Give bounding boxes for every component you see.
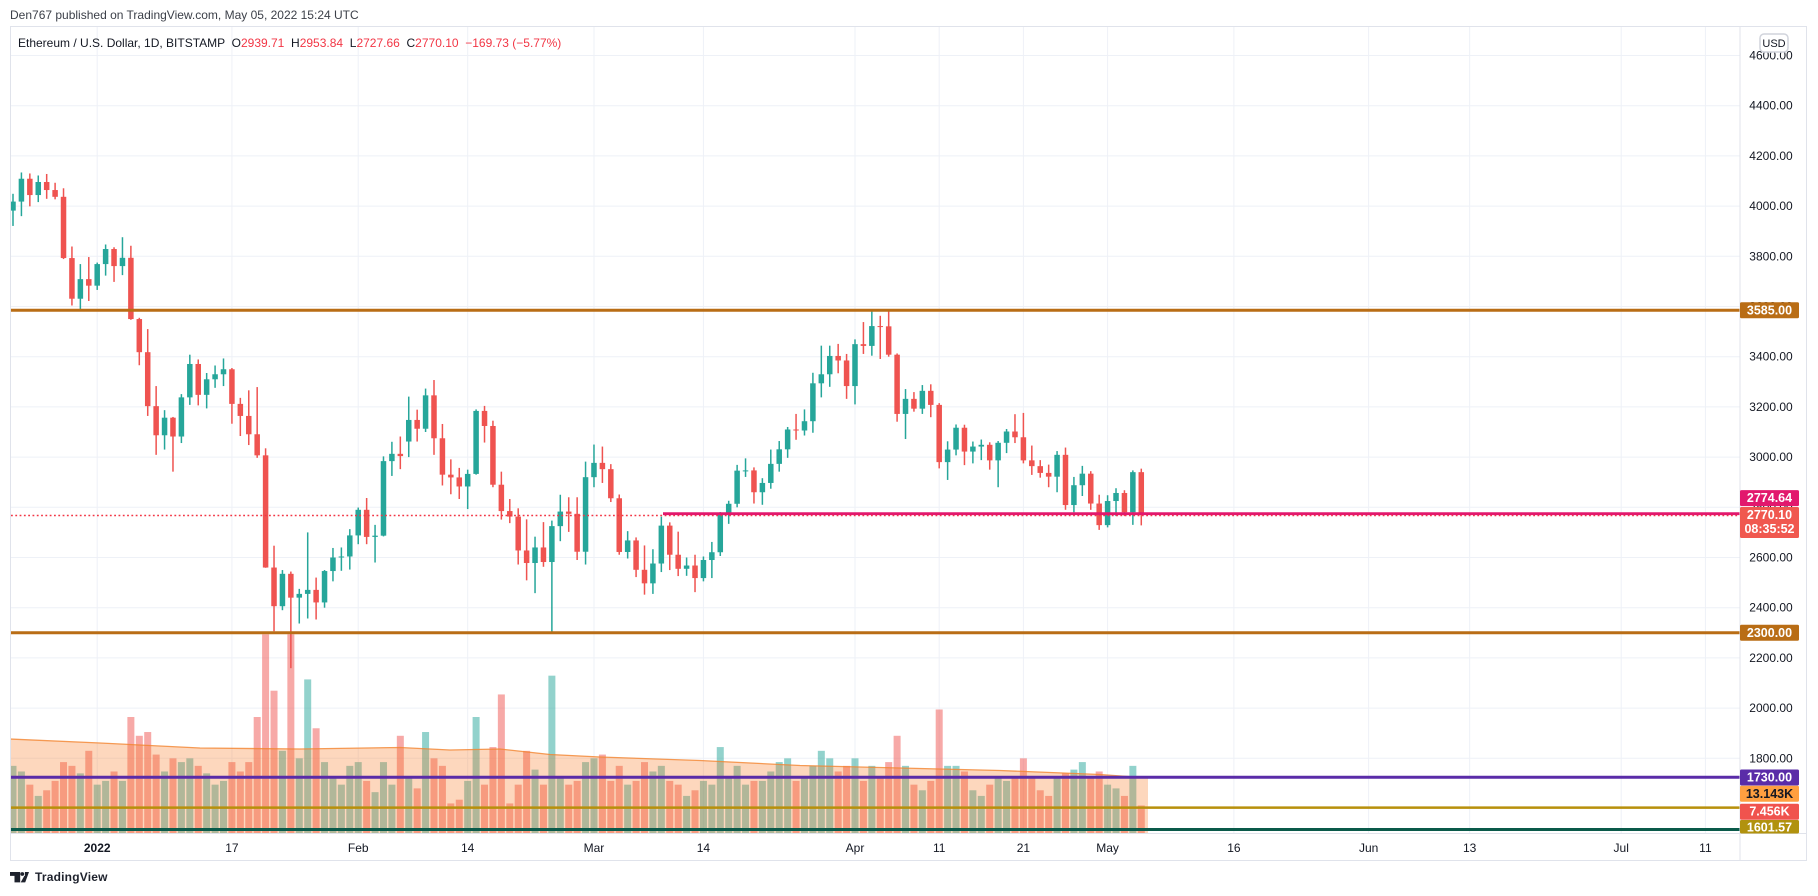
- svg-text:Feb: Feb: [348, 841, 369, 855]
- svg-text:USD: USD: [1762, 38, 1785, 50]
- svg-text:1601.57: 1601.57: [1747, 821, 1792, 835]
- svg-text:3200.00: 3200.00: [1749, 400, 1793, 414]
- svg-text:2400.00: 2400.00: [1749, 601, 1793, 615]
- svg-text:Apr: Apr: [846, 841, 865, 855]
- svg-text:14: 14: [461, 841, 475, 855]
- svg-text:4200.00: 4200.00: [1749, 149, 1793, 163]
- svg-text:1800.00: 1800.00: [1749, 751, 1793, 765]
- svg-text:3400.00: 3400.00: [1749, 350, 1793, 364]
- svg-text:1730.00: 1730.00: [1747, 771, 1792, 785]
- svg-text:13: 13: [1463, 841, 1477, 855]
- svg-text:11: 11: [1699, 841, 1712, 855]
- svg-text:13.143K: 13.143K: [1746, 787, 1793, 801]
- svg-text:4000.00: 4000.00: [1749, 199, 1793, 213]
- svg-text:3585.00: 3585.00: [1747, 303, 1792, 317]
- svg-text:4400.00: 4400.00: [1749, 99, 1793, 113]
- svg-text:3800.00: 3800.00: [1749, 249, 1793, 263]
- svg-text:14: 14: [697, 841, 711, 855]
- svg-text:May: May: [1096, 841, 1119, 855]
- svg-text:11: 11: [933, 841, 946, 855]
- svg-text:2770.10: 2770.10: [1747, 508, 1792, 522]
- svg-text:2000.00: 2000.00: [1749, 701, 1793, 715]
- svg-text:Jun: Jun: [1359, 841, 1378, 855]
- svg-text:17: 17: [225, 841, 239, 855]
- svg-text:2600.00: 2600.00: [1749, 551, 1793, 565]
- svg-text:2022: 2022: [84, 841, 111, 855]
- svg-text:2300.00: 2300.00: [1747, 626, 1792, 640]
- svg-text:Mar: Mar: [584, 841, 605, 855]
- svg-text:3000.00: 3000.00: [1749, 450, 1793, 464]
- svg-text:2200.00: 2200.00: [1749, 651, 1793, 665]
- svg-text:21: 21: [1017, 841, 1031, 855]
- svg-text:7.456K: 7.456K: [1749, 805, 1789, 819]
- svg-text:08:35:52: 08:35:52: [1744, 522, 1794, 536]
- svg-text:Jul: Jul: [1614, 841, 1629, 855]
- svg-text:16: 16: [1227, 841, 1241, 855]
- svg-text:2774.64: 2774.64: [1747, 491, 1792, 505]
